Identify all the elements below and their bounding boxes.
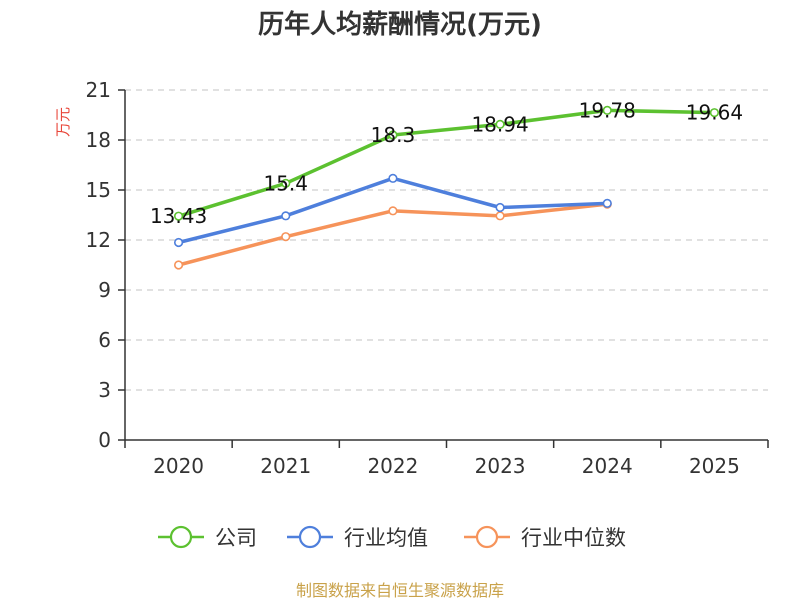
data-point [388,130,398,140]
y-tick-label: 18 [86,128,111,152]
data-point [709,108,720,118]
axes: 0 3 6 9 12 15 18 21 2020 2021 2022 2023 2024 2025 [86,78,769,478]
data-point [281,211,291,221]
y-tick-label: 21 [86,78,111,102]
series-0: 13.43 15.4 18.3 18.94 19.78 19.64 [150,98,743,228]
data-point [281,232,291,242]
legend-marker [298,525,322,549]
series-line [176,108,717,218]
data-point [495,119,505,129]
data-label: 18.94 [471,112,528,136]
y-tick-label: 15 [86,178,111,202]
series-1 [173,173,612,248]
source-note: 制图数据来自恒生聚源数据库 [296,581,504,600]
series-2 [173,199,612,270]
series-layer: 13.43 15.4 18.3 18.94 19.78 19.64 [150,98,743,270]
data-label: 19.78 [579,98,636,122]
x-tick-label: 2024 [582,454,633,478]
legend-marker [475,525,499,549]
gridlines [125,89,768,391]
legend: 公司 行业均值 行业中位数 [158,525,626,550]
legend-item: 公司 [158,525,257,550]
y-tick-label: 12 [86,228,111,252]
y-tick-label: 3 [98,378,111,402]
data-point [388,173,398,183]
data-point [173,211,184,221]
legend-label: 行业中位数 [521,526,626,550]
chart-title: 历年人均薪酬情况(万元) [258,9,542,40]
x-tick-label: 2023 [475,454,526,478]
y-tick-label: 6 [98,328,111,352]
data-point [388,206,398,216]
data-label: 13.43 [150,204,207,228]
x-tick-label: 2022 [367,454,418,478]
data-label: 18.3 [371,123,416,147]
x-tick-label: 2021 [260,454,311,478]
y-tick-label: 9 [98,278,111,302]
x-tick-label: 2020 [153,454,204,478]
data-point [495,202,505,213]
data-label: 19.64 [686,101,743,125]
data-point [602,198,612,208]
data-label: 15.4 [263,171,308,195]
y-tick-label: 0 [98,428,111,452]
legend-item: 行业中位数 [464,525,626,550]
y-axis-label: 万元 [54,107,72,137]
data-point [173,260,184,270]
legend-marker [169,525,193,549]
x-tick-label: 2025 [689,454,740,478]
data-point [173,237,184,248]
legend-label: 行业均值 [344,526,428,550]
legend-item: 行业均值 [287,525,428,550]
legend-label: 公司 [215,526,257,550]
data-point [602,105,612,115]
data-point [495,211,505,221]
data-point [281,178,291,188]
